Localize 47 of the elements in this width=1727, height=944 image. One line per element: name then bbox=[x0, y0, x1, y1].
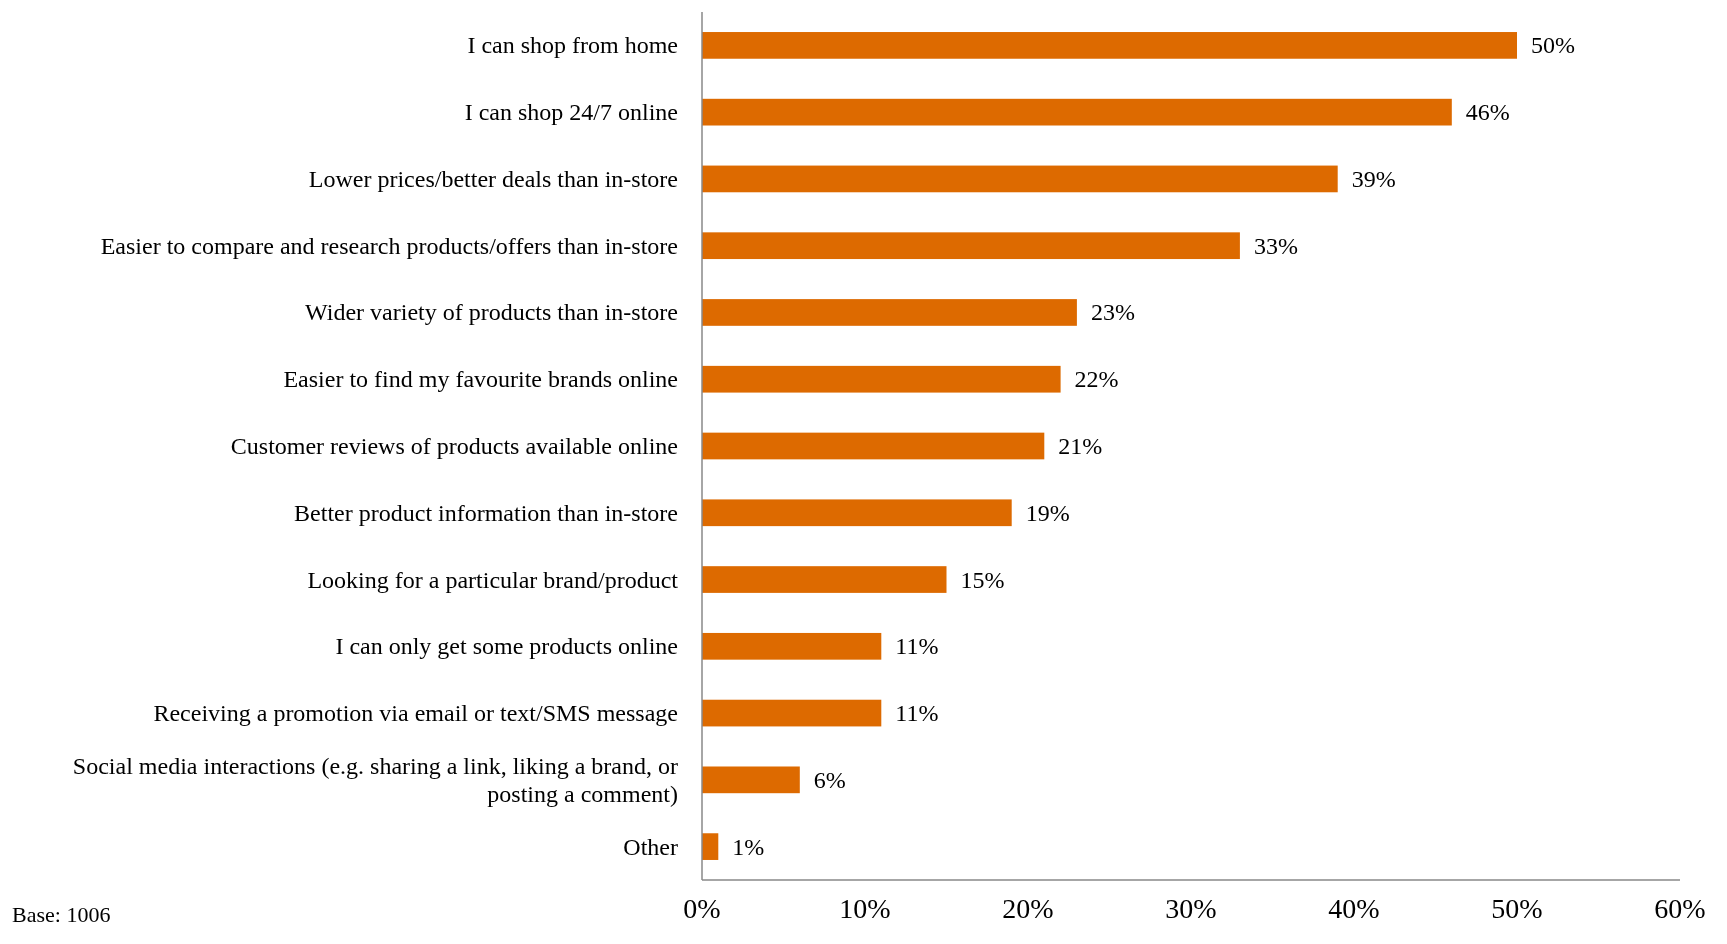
bar bbox=[702, 365, 1061, 393]
x-tick-label: 0% bbox=[683, 893, 721, 924]
x-tick-label: 60% bbox=[1654, 893, 1706, 924]
y-tick-label: Social media interactions (e.g. sharing a link, liking a brand, or posting a comment) bbox=[72, 753, 678, 807]
y-tick-label: I can shop 24/7 online bbox=[464, 99, 678, 126]
bar bbox=[702, 165, 1338, 193]
y-tick-label: Other bbox=[623, 833, 678, 860]
y-tick-label: Better product information than in-store bbox=[294, 499, 678, 526]
bar bbox=[702, 32, 1517, 59]
bar bbox=[702, 766, 800, 794]
y-tick-label: I can shop from home bbox=[467, 32, 678, 59]
bar bbox=[702, 232, 1240, 260]
x-tick-label: 50% bbox=[1491, 893, 1543, 924]
y-tick-label: Customer reviews of products available online bbox=[230, 433, 678, 459]
text: Base: 1006 bbox=[12, 902, 111, 927]
y-tick-label: Receiving a promotion via email or text/SMS message bbox=[153, 700, 678, 727]
data-label: 15% bbox=[960, 566, 1005, 593]
data-label: 19% bbox=[1025, 499, 1070, 526]
data-label: 22% bbox=[1074, 366, 1119, 393]
data-label: 11% bbox=[895, 700, 939, 727]
data-label: 1% bbox=[732, 833, 765, 860]
data-label: 50% bbox=[1531, 32, 1575, 59]
x-tick-label: 10% bbox=[839, 893, 891, 924]
bar bbox=[702, 632, 882, 660]
bar bbox=[702, 98, 1452, 126]
y-tick-label: Looking for a particular brand/product bbox=[307, 566, 679, 593]
y-tick-label: Lower prices/better deals than in-store bbox=[308, 165, 678, 192]
data-label: 46% bbox=[1465, 99, 1510, 126]
bar bbox=[702, 499, 1012, 527]
y-tick-label: Easier to compare and research products/offers than in-store bbox=[100, 232, 678, 259]
bar bbox=[702, 699, 882, 727]
x-tick-label: 40% bbox=[1328, 893, 1380, 924]
bar bbox=[702, 299, 1077, 326]
bar bbox=[702, 833, 719, 860]
bar bbox=[702, 432, 1045, 460]
y-tick-label: I can only get some products online bbox=[335, 633, 678, 660]
data-label: 6% bbox=[813, 766, 846, 793]
data-label: 23% bbox=[1090, 299, 1135, 326]
bar bbox=[702, 566, 947, 593]
data-label: 33% bbox=[1253, 232, 1298, 259]
data-label: 21% bbox=[1058, 433, 1103, 459]
y-tick-label: Wider variety of products than in-store bbox=[305, 299, 678, 326]
x-tick-label: 20% bbox=[1002, 893, 1054, 924]
data-label: 11% bbox=[895, 633, 939, 660]
data-label: 39% bbox=[1351, 165, 1396, 192]
y-tick-label: Easier to find my favourite brands online bbox=[283, 366, 678, 393]
x-tick-label: 30% bbox=[1165, 893, 1217, 924]
